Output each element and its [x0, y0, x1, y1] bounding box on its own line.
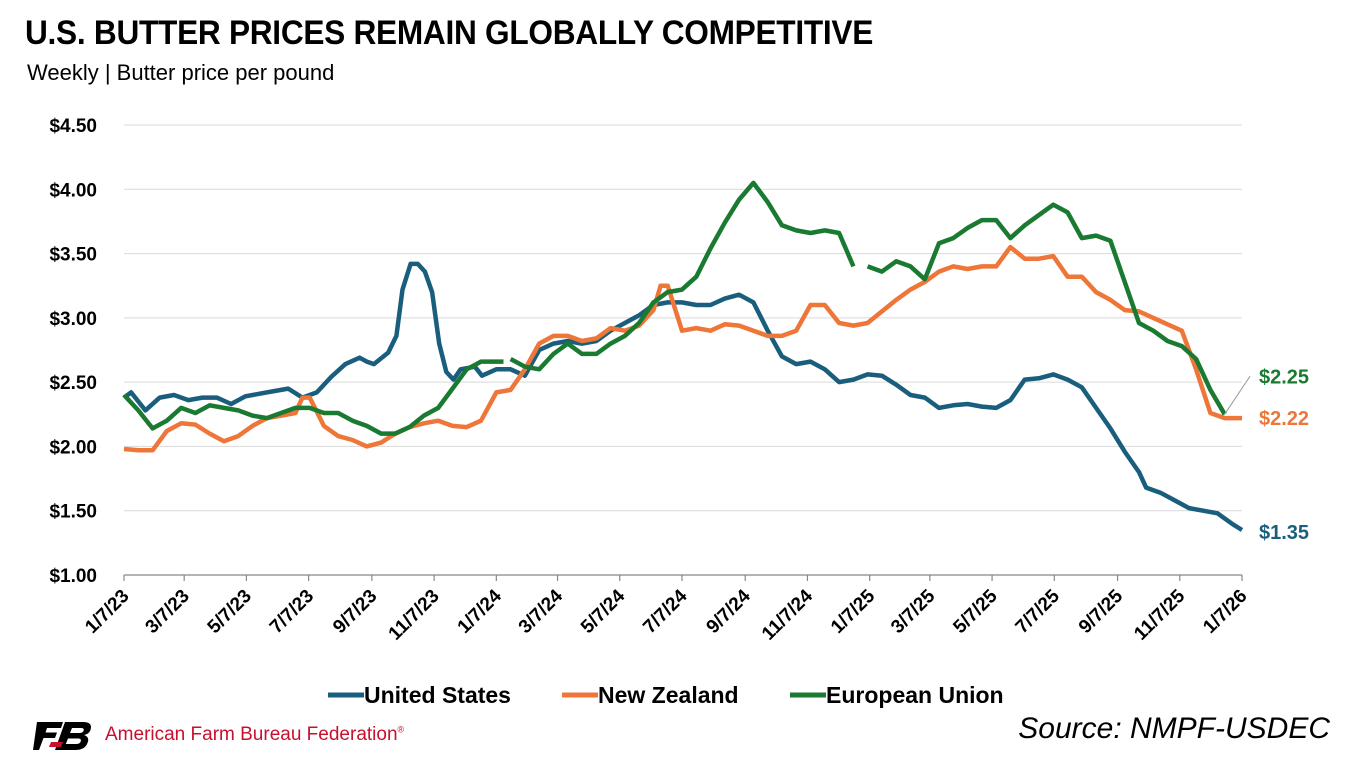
european-union-line [509, 180, 856, 372]
x-tick-label: 7/7/25 [1012, 585, 1065, 638]
x-tick-label: 3/7/24 [515, 585, 568, 638]
y-tick-label: $2.00 [49, 437, 97, 458]
x-tick-label: 11/7/25 [1130, 585, 1189, 644]
new-zealand-line [123, 244, 1242, 453]
y-tick-label: $4.50 [49, 116, 97, 137]
legend: United States New Zealand European Union [328, 682, 1004, 708]
united-states-legend-label: United States [364, 682, 511, 708]
chart-subtitle: Weekly | Butter price per pound [27, 60, 335, 85]
x-tick-label: 1/7/24 [454, 585, 507, 638]
end-labels: $1.35 $2.22 $2.25 [1224, 366, 1309, 544]
united-states-end-label: $1.35 [1259, 522, 1309, 544]
y-tick-label: $2.50 [49, 373, 97, 394]
organization-brand: American Farm Bureau Federation® [33, 718, 404, 752]
organization-name: American Farm Bureau Federation® [105, 724, 405, 745]
x-tick-label: 5/7/24 [577, 585, 630, 638]
gridlines [124, 124, 1242, 512]
x-tick-label: 9/7/23 [329, 586, 381, 638]
y-axis: $1.00 $1.50 $2.00 $2.50 $3.00 $3.50 $4.00 $4.50 [49, 116, 97, 587]
series-lines [122, 180, 1244, 532]
european-union-end-label: $2.25 [1259, 366, 1309, 388]
chart-title: U.S. BUTTER PRICES REMAIN GLOBALLY COMPE… [25, 14, 874, 52]
x-tick-label: 5/7/25 [949, 585, 1002, 638]
y-tick-label: $3.00 [49, 309, 97, 330]
x-tick-label: 9/7/25 [1075, 585, 1128, 638]
european-union-line [866, 202, 1227, 416]
x-tick-label: 11/7/23 [385, 586, 444, 645]
new-zealand-legend-label: New Zealand [598, 682, 739, 708]
y-tick-label: $4.00 [49, 180, 97, 201]
x-tick-label: 9/7/24 [703, 585, 756, 638]
farm-bureau-fb-logo-icon [33, 722, 91, 750]
united-states-line [122, 261, 1244, 532]
y-tick-label: $1.50 [49, 502, 97, 523]
x-tick-label: 1/7/23 [81, 586, 133, 638]
trademark: ® [397, 724, 405, 735]
european-union-line [122, 359, 504, 436]
y-tick-label: $1.00 [49, 566, 97, 587]
x-axis: 1/7/23 3/7/23 5/7/23 7/7/23 9/7/23 11/7/23 1/7… [81, 574, 1252, 645]
x-tick-label: 1/7/25 [827, 585, 880, 638]
x-tick-label: 7/7/24 [639, 585, 692, 638]
new-zealand-end-label: $2.22 [1259, 408, 1309, 430]
x-tick-label: 5/7/23 [204, 586, 256, 638]
x-tick-label: 7/7/23 [266, 586, 318, 638]
european-union-legend-label: European Union [826, 682, 1004, 708]
source-note: Source: NMPF-USDEC [1018, 712, 1330, 745]
european-union-leader-line [1224, 376, 1251, 415]
x-tick-label: 3/7/25 [887, 585, 940, 638]
x-tick-label: 11/7/24 [758, 585, 817, 644]
y-tick-label: $3.50 [49, 245, 97, 266]
x-tick-label: 1/7/26 [1199, 586, 1251, 638]
x-tick-label: 3/7/23 [142, 586, 194, 638]
